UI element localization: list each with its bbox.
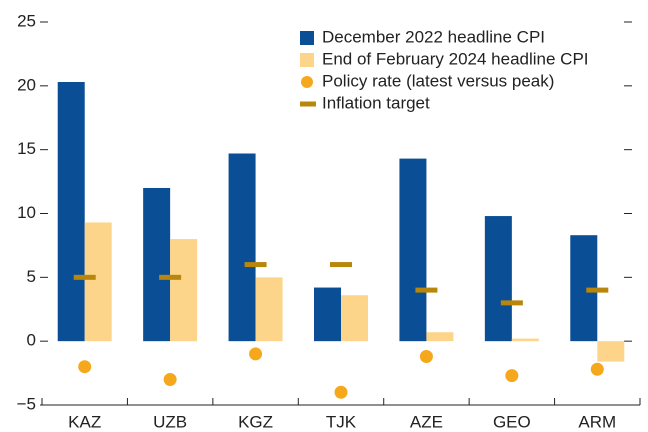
y-tick-label: 25 [17,11,36,30]
bar [484,216,512,342]
target-dash [330,262,352,268]
bar [597,341,625,362]
target-dash [500,300,523,306]
policy-dot [590,362,604,376]
x-tick-label: KAZ [68,412,101,431]
legend-label: End of February 2024 headline CPI [322,49,589,68]
legend-swatch [300,53,314,67]
bar [255,277,283,342]
legend-label: Inflation target [322,93,430,112]
bar [228,153,256,342]
x-tick-label: GEO [493,412,531,431]
bar [84,222,112,342]
policy-dot [505,369,519,383]
policy-dot [249,347,263,361]
y-tick-label: 15 [17,139,36,158]
x-tick-label: TJK [326,412,357,431]
y-tick-label: 10 [17,203,36,222]
policy-dot [78,360,92,374]
legend-label: December 2022 headline CPI [322,27,545,46]
legend-label: Policy rate (latest versus peak) [322,71,554,90]
target-dash [159,274,182,280]
y-tick-label: −5 [17,394,36,413]
y-tick-label: 0 [27,331,36,350]
target-dash [244,262,267,268]
target-dash [73,274,96,280]
bar [426,332,454,342]
x-tick-label: KGZ [238,412,273,431]
bar [143,187,171,342]
bar [314,287,341,342]
legend-swatch [300,31,314,45]
policy-dot [334,385,348,399]
bar [399,158,427,342]
x-tick-label: UZB [153,412,187,431]
x-tick-label: ARM [578,412,616,431]
bar [341,295,368,342]
legend-swatch [301,76,313,88]
policy-dot [419,349,433,363]
bar [511,338,539,342]
x-tick-label: AZE [410,412,443,431]
y-tick-label: 20 [17,75,36,94]
bar [57,82,85,342]
target-dash [586,287,609,293]
target-dash [415,287,438,293]
y-tick-label: 5 [27,267,36,286]
bar [170,239,198,342]
legend-swatch [300,101,316,107]
policy-dot [163,372,177,386]
